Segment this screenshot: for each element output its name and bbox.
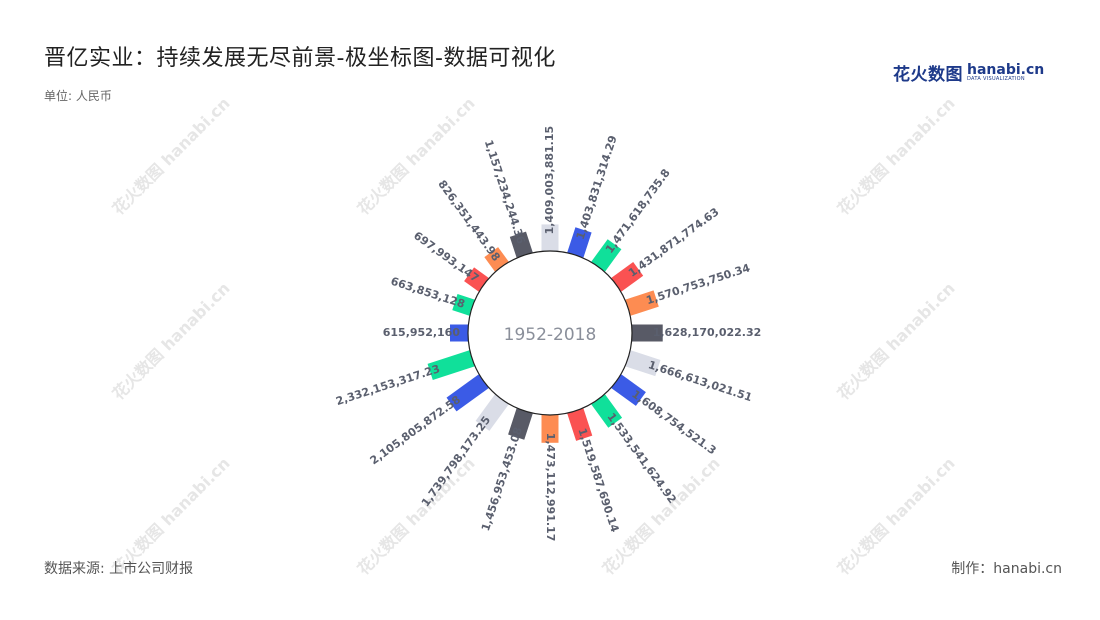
- watermark-text: 花火数图 hanabi.cn: [354, 454, 479, 579]
- polar-bar: [446, 374, 489, 412]
- brand-logo: 花火数图 hanabi.cn DATA VISUALIZATION: [893, 60, 1044, 85]
- polar-bar: [541, 415, 559, 443]
- watermark-text: 花火数图 hanabi.cn: [109, 279, 234, 404]
- polar-bar: [452, 294, 475, 316]
- bar-value-label: 697,993,147: [411, 229, 481, 285]
- bar-value-label: 1,608,754,521.3: [629, 387, 718, 457]
- bar-value-label: 1,570,753,750.34: [644, 261, 752, 307]
- logo-cn-text: 花火数图: [893, 65, 963, 85]
- credit-note: 制作：hanabi.cn: [951, 561, 1062, 577]
- polar-bar: [591, 239, 622, 272]
- source-note: 数据来源: 上市公司财报: [44, 561, 194, 577]
- bar-value-label: 1,628,170,022.32: [653, 326, 762, 339]
- polar-bar: [509, 231, 533, 258]
- bar-value-label: 1,739,798,173.25: [419, 414, 493, 509]
- unit-label: 单位: 人民币: [44, 89, 112, 103]
- bar-value-label: 615,952,160: [383, 326, 461, 339]
- polar-bar: [625, 290, 659, 316]
- watermark-text: 花火数图 hanabi.cn: [109, 94, 234, 219]
- bar-value-label: 663,853,128: [389, 275, 466, 311]
- logo-en-block: hanabi.cn DATA VISUALIZATION: [967, 63, 1044, 82]
- bar-value-label: 1,519,587,690.14: [575, 427, 621, 535]
- bar-value-label: 1,666,613,021.51: [647, 358, 754, 404]
- bar-value-label: 2,332,153,317.23: [334, 362, 441, 408]
- logo-sub-text: DATA VISUALIZATION: [967, 76, 1025, 82]
- bar-value-label: 1,409,003,881.15: [543, 126, 556, 235]
- chart-title: 晋亿实业：持续发展无尽前景-极坐标图-数据可视化: [44, 46, 556, 71]
- bar-value-label: 1,403,831,314.29: [574, 134, 620, 241]
- polar-bar: [632, 324, 663, 342]
- polar-bar: [427, 350, 475, 381]
- bars-layer: [427, 224, 663, 443]
- watermark-text: 花火数图 hanabi.cn: [834, 279, 959, 404]
- polar-bar: [567, 408, 593, 441]
- bar-value-label: 1,473,112,991.17: [544, 433, 557, 542]
- watermark-text: 花火数图 hanabi.cn: [834, 94, 959, 219]
- polar-bar: [475, 394, 509, 431]
- bar-value-label: 1,157,234,244.36: [482, 138, 528, 246]
- polar-bar: [567, 227, 592, 258]
- watermark-text: 花火数图 hanabi.cn: [834, 454, 959, 579]
- polar-bar: [541, 224, 559, 251]
- polar-bar: [450, 324, 468, 342]
- polar-bar: [611, 262, 644, 292]
- polar-bar: [591, 394, 623, 428]
- polar-bar: [625, 350, 661, 377]
- logo-domain-text: hanabi.cn: [967, 62, 1045, 78]
- center-circle: [467, 250, 633, 416]
- bar-value-label: 2,105,805,872.58: [368, 393, 463, 467]
- polar-bar: [508, 408, 533, 440]
- polar-bar: [611, 374, 646, 406]
- center-label: 1952-2018: [504, 325, 597, 345]
- bar-value-label: 1,456,953,453.08: [479, 425, 525, 532]
